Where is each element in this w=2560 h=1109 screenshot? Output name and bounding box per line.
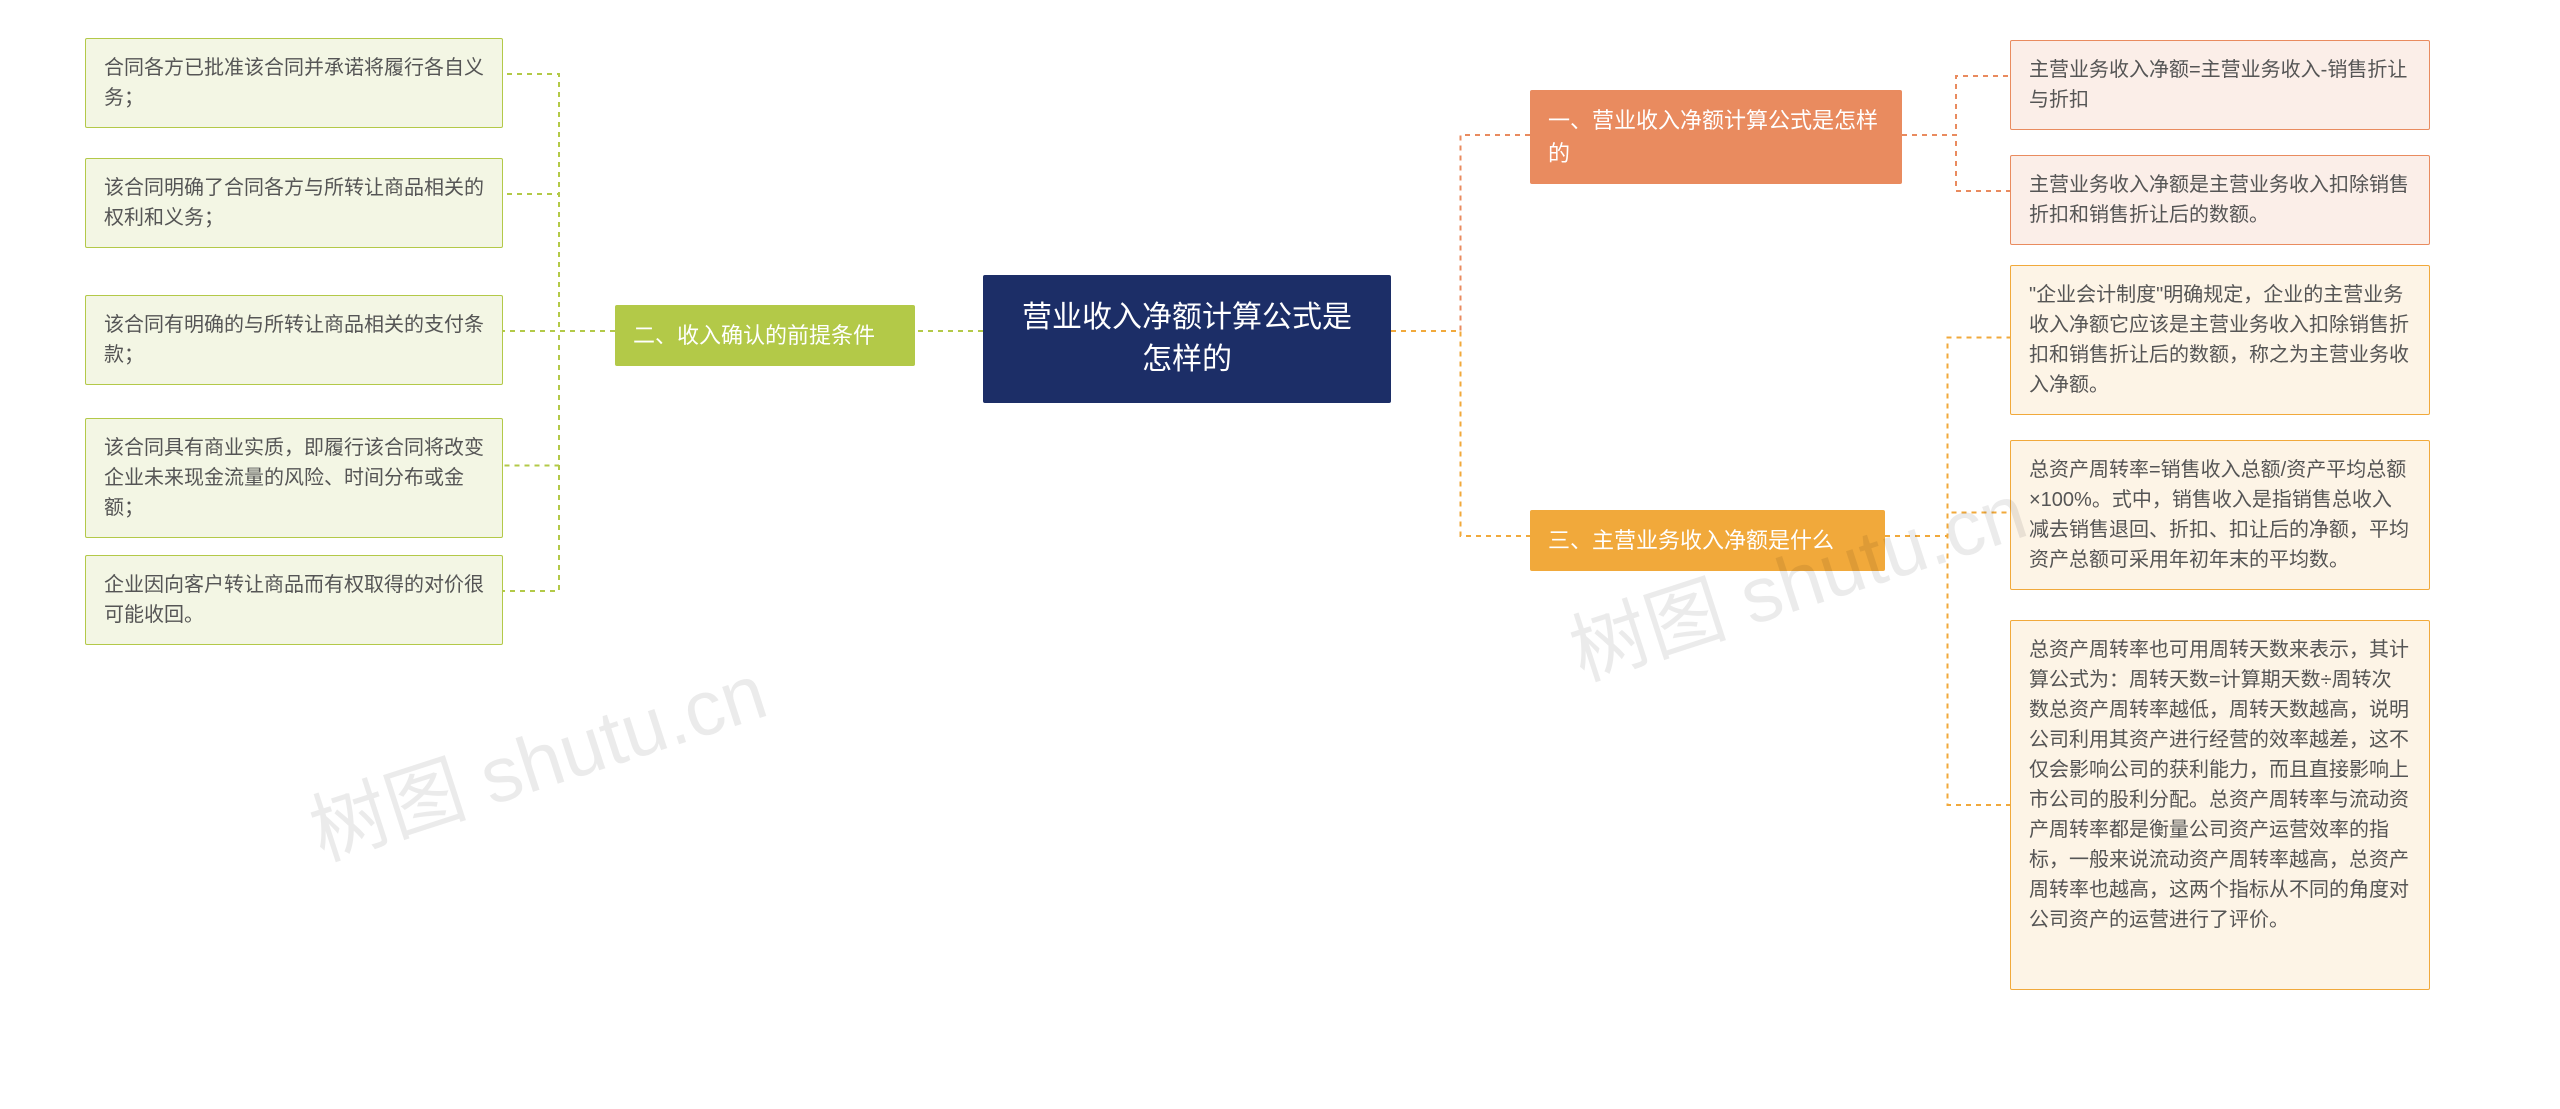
connector <box>1391 331 1530 536</box>
connector <box>503 331 615 591</box>
connector <box>503 74 615 331</box>
connector <box>503 194 615 331</box>
leaf-b2-4: 企业因向客户转让商品而有权取得的对价很可能收回。 <box>85 555 503 645</box>
leaf-b2-2: 该合同有明确的与所转让商品相关的支付条款； <box>85 295 503 385</box>
leaf-b2-3: 该合同具有商业实质，即履行该合同将改变企业未来现金流量的风险、时间分布或金额； <box>85 418 503 538</box>
leaf-b3-1: 总资产周转率=销售收入总额/资产平均总额×100%。式中，销售收入是指销售总收入… <box>2010 440 2430 590</box>
leaf-b1-1: 主营业务收入净额是主营业务收入扣除销售折扣和销售折让后的数额。 <box>2010 155 2430 245</box>
connector <box>1902 76 2010 135</box>
connector <box>1885 338 2010 537</box>
connector <box>503 331 615 466</box>
connector <box>1391 135 1530 331</box>
root-node: 营业收入净额计算公式是怎样的 <box>983 275 1391 403</box>
connector <box>1885 536 2010 805</box>
leaf-b2-0: 合同各方已批准该合同并承诺将履行各自义务； <box>85 38 503 128</box>
leaf-b1-0: 主营业务收入净额=主营业务收入-销售折让与折扣 <box>2010 40 2430 130</box>
connector <box>1885 513 2010 537</box>
leaf-b3-2: 总资产周转率也可用周转天数来表示，其计算公式为：周转天数=计算期天数÷周转次数总… <box>2010 620 2430 990</box>
branch-b1: 一、营业收入净额计算公式是怎样的 <box>1530 90 1902 184</box>
leaf-b2-1: 该合同明确了合同各方与所转让商品相关的权利和义务； <box>85 158 503 248</box>
connector <box>1902 135 2010 191</box>
branch-b3: 三、主营业务收入净额是什么 <box>1530 510 1885 571</box>
branch-b2: 二、收入确认的前提条件 <box>615 305 915 366</box>
watermark: 树图 shutu.cn <box>1554 450 2038 703</box>
watermark: 树图 shutu.cn <box>294 630 778 883</box>
leaf-b3-0: "企业会计制度"明确规定，企业的主营业务收入净额它应该是主营业务收入扣除销售折扣… <box>2010 265 2430 415</box>
